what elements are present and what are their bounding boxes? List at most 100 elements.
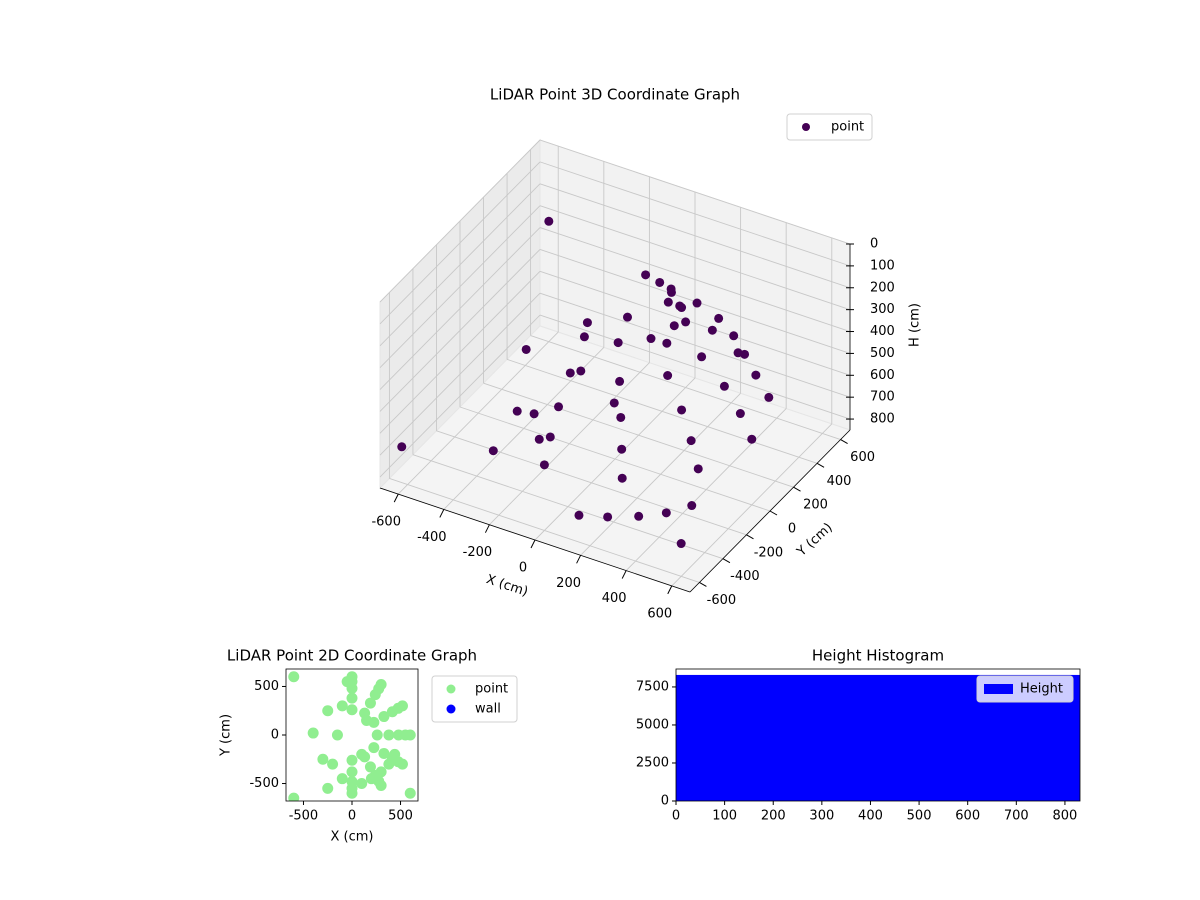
point bbox=[378, 747, 390, 759]
x-tick bbox=[621, 570, 627, 579]
y-tick bbox=[840, 439, 848, 444]
z-tick-label: 0 bbox=[870, 237, 878, 252]
point bbox=[663, 297, 673, 307]
point bbox=[707, 325, 717, 335]
point bbox=[327, 758, 339, 770]
point bbox=[662, 338, 672, 348]
y-tick-label: -500 bbox=[249, 776, 279, 791]
point bbox=[356, 778, 368, 790]
grid-line bbox=[436, 430, 747, 536]
point bbox=[383, 729, 395, 741]
x-tick-label: 100 bbox=[712, 809, 737, 824]
point bbox=[371, 729, 383, 741]
point bbox=[529, 409, 539, 419]
y-tick-label: 600 bbox=[850, 450, 875, 465]
x-axis-label: X (cm) bbox=[484, 572, 530, 600]
point bbox=[369, 689, 381, 701]
point bbox=[346, 766, 358, 778]
point bbox=[364, 697, 376, 709]
y-tick-label: 0 bbox=[271, 728, 279, 743]
z-tick-label: 400 bbox=[870, 324, 895, 339]
legend-label: Height bbox=[1020, 682, 1063, 697]
grid-line bbox=[379, 161, 541, 325]
point bbox=[661, 508, 671, 518]
grid-line bbox=[539, 205, 851, 311]
point bbox=[534, 434, 544, 444]
point bbox=[687, 501, 697, 511]
grid-line bbox=[530, 335, 841, 440]
z-tick-label: 200 bbox=[870, 280, 895, 295]
x-tick-label: 800 bbox=[1053, 809, 1078, 824]
point bbox=[735, 409, 745, 419]
grid-line bbox=[379, 314, 541, 478]
grid-line bbox=[539, 161, 851, 267]
point bbox=[317, 753, 329, 765]
x-tick-label: 600 bbox=[647, 606, 672, 621]
z-tick-label: 700 bbox=[870, 390, 895, 405]
grid-line bbox=[379, 139, 541, 303]
point bbox=[361, 714, 373, 726]
y-axis-label: Y (cm) bbox=[219, 714, 234, 757]
x-tick-label: -600 bbox=[371, 515, 401, 530]
grid-line bbox=[506, 358, 818, 464]
point bbox=[368, 742, 380, 754]
x-tick-label: 0 bbox=[519, 561, 527, 576]
point bbox=[386, 706, 398, 718]
z-tick-label: 600 bbox=[870, 368, 895, 383]
x-tick-label: -500 bbox=[289, 809, 319, 824]
point bbox=[383, 758, 395, 770]
y-axis-line bbox=[689, 429, 851, 593]
x-tick-label: 0 bbox=[672, 809, 680, 824]
x-tick bbox=[667, 585, 673, 595]
point bbox=[609, 398, 619, 408]
point bbox=[544, 216, 554, 226]
point bbox=[669, 321, 679, 331]
point bbox=[346, 692, 358, 704]
point bbox=[288, 792, 300, 801]
point bbox=[697, 352, 707, 362]
x-tick-label: 500 bbox=[907, 809, 932, 824]
y-tick-label: -600 bbox=[707, 593, 737, 608]
z-tick-label: 100 bbox=[870, 258, 895, 273]
grid-line bbox=[539, 270, 851, 376]
y-tick-label: -400 bbox=[730, 569, 760, 584]
point bbox=[686, 436, 696, 446]
grid-line bbox=[539, 292, 851, 398]
x-tick-label: 200 bbox=[556, 576, 581, 591]
x-tick bbox=[484, 524, 490, 533]
point bbox=[676, 539, 686, 549]
y-tick bbox=[793, 486, 801, 492]
point bbox=[365, 773, 377, 785]
z-tick-label: 300 bbox=[870, 302, 895, 317]
legend-label: wall bbox=[475, 702, 501, 717]
point bbox=[615, 376, 625, 386]
point bbox=[634, 511, 644, 521]
point bbox=[397, 442, 407, 452]
point bbox=[623, 312, 632, 322]
chart-title: LiDAR Point 2D Coordinate Graph bbox=[227, 647, 477, 665]
point bbox=[579, 332, 589, 342]
point bbox=[617, 444, 627, 454]
legend-label: point bbox=[831, 120, 864, 135]
point bbox=[751, 370, 761, 380]
legend-marker bbox=[446, 684, 456, 694]
point bbox=[364, 761, 376, 773]
point bbox=[666, 284, 676, 294]
grid-line bbox=[379, 205, 541, 368]
y-tick-label: 500 bbox=[254, 679, 279, 694]
point bbox=[389, 748, 401, 760]
point bbox=[681, 317, 691, 327]
point bbox=[346, 704, 358, 716]
point bbox=[356, 748, 368, 760]
point bbox=[574, 510, 584, 520]
y-tick-label: -200 bbox=[754, 545, 784, 560]
legend-marker bbox=[802, 123, 810, 131]
grid-line bbox=[379, 183, 541, 347]
point bbox=[512, 406, 522, 416]
chart-title: LiDAR Point 3D Coordinate Graph bbox=[490, 86, 740, 104]
point bbox=[719, 381, 729, 391]
x-tick-label: 400 bbox=[602, 591, 627, 606]
point bbox=[747, 434, 757, 444]
point bbox=[336, 700, 348, 712]
